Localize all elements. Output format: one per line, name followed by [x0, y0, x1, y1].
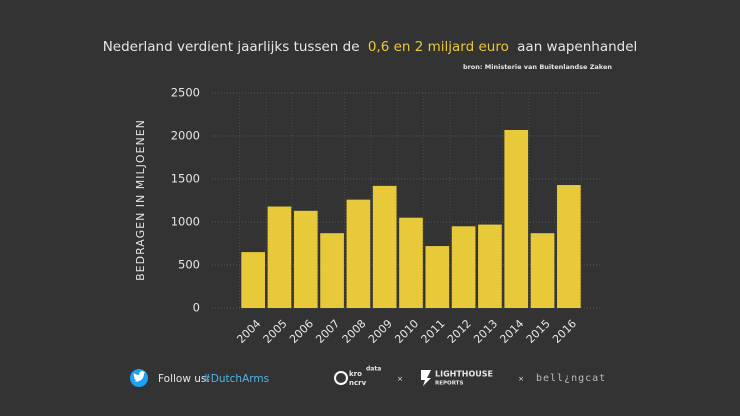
bar — [425, 246, 450, 308]
bar — [399, 217, 423, 308]
footer: Follow us: #DutchArms kro ncrv data × LI… — [130, 366, 606, 387]
bar — [320, 233, 344, 308]
y-tick-label: 2000 — [171, 129, 200, 143]
bar — [372, 185, 397, 308]
hashtag[interactable]: #DutchArms — [202, 373, 269, 385]
source: bron: Ministerie van Buitenlandse Zaken — [463, 63, 612, 71]
bar — [557, 185, 581, 308]
logo-text: data — [366, 366, 381, 373]
bar — [241, 252, 265, 308]
title-highlight: 0,6 en 2 miljard euro — [368, 39, 509, 55]
y-tick-label: 2500 — [171, 86, 200, 100]
separator: × — [518, 375, 524, 383]
bar — [504, 129, 529, 308]
logo-text: bell¿ngcat — [536, 373, 606, 384]
bar — [530, 233, 555, 308]
y-tick-label: 1000 — [171, 215, 200, 229]
bar — [293, 210, 318, 308]
follow-text: Follow us: — [158, 373, 210, 385]
title-part: aan wapenhandel — [517, 39, 637, 55]
chart-title: Nederland verdient jaarlijks tussen de 0… — [103, 39, 638, 55]
kro-ncrv-icon — [334, 371, 348, 385]
bar — [346, 199, 371, 308]
logo-text: REPORTS — [435, 381, 463, 387]
bar — [451, 226, 476, 308]
y-tick-label: 500 — [178, 258, 200, 272]
logo-text: ncrv — [349, 379, 367, 387]
y-tick-label: 0 — [193, 301, 200, 315]
bar — [267, 206, 292, 308]
bar — [478, 224, 502, 308]
logo-text: kro — [349, 370, 362, 378]
separator: × — [397, 375, 403, 383]
y-tick-label: 1500 — [171, 172, 200, 186]
lighthouse-icon — [421, 370, 431, 386]
twitter-bird — [133, 371, 146, 382]
title-part: Nederland verdient jaarlijks tussen de — [103, 39, 360, 55]
logo-text: LIGHTHOUSE — [435, 370, 493, 379]
y-axis-label: BEDRAGEN IN MILJOENEN — [134, 119, 147, 281]
